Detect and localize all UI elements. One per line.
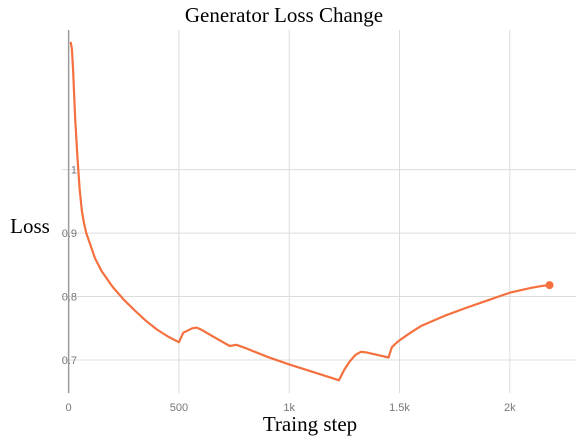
last-point-marker: [545, 281, 554, 290]
x-tick-label: 500: [170, 402, 188, 414]
series-line: [69, 41, 551, 382]
chart-title: Generator Loss Change: [185, 3, 383, 27]
y-tick-label: 1: [71, 165, 77, 177]
x-tick-label: 1.5k: [389, 402, 410, 414]
x-tick-label: 0: [66, 402, 72, 414]
y-tick-label: 0.7: [62, 355, 77, 367]
y-axis-label: Loss: [10, 214, 50, 238]
x-tick-label: 2k: [504, 402, 516, 414]
x-axis-label: Traing step: [263, 412, 357, 436]
x-tick-label: 1k: [283, 402, 295, 414]
y-tick-label: 0.8: [62, 292, 77, 304]
y-tick-label: 0.9: [62, 228, 77, 240]
tick-labels: 0.7 0.8 0.9 1 0 500 1k 1.5k 2k: [62, 165, 516, 414]
series-layer: [69, 41, 554, 382]
grid: [62, 30, 576, 393]
